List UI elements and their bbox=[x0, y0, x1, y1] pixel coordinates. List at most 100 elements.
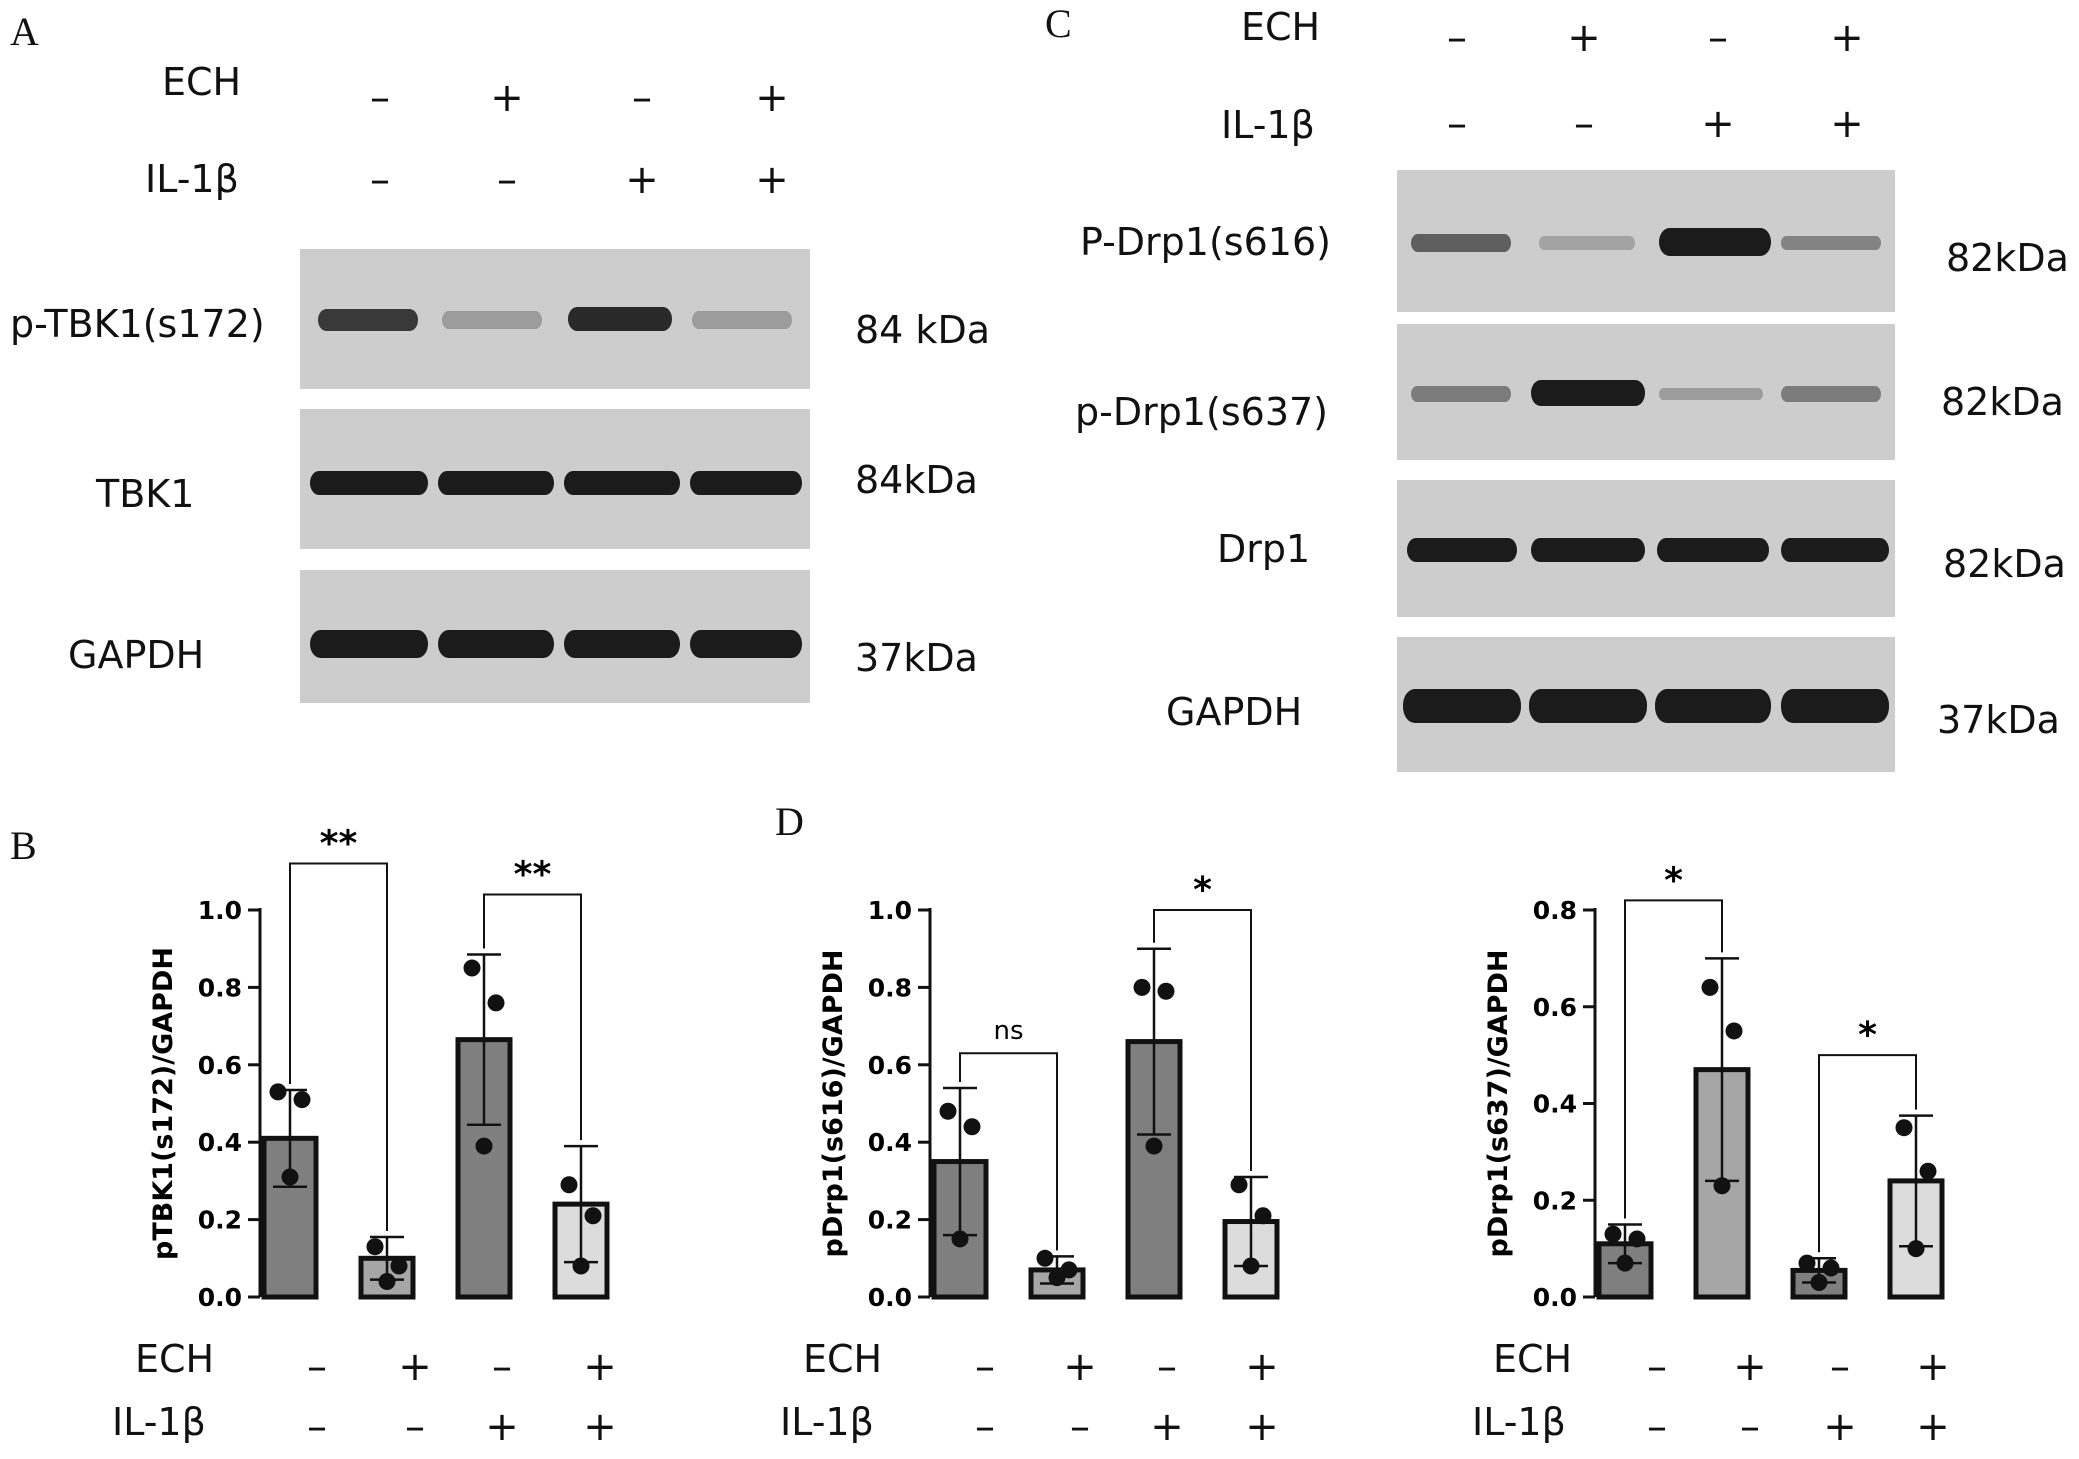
chart-b-il-sign: – bbox=[307, 1404, 327, 1450]
chart-d1-ech-sign: + bbox=[1245, 1344, 1279, 1390]
data-point bbox=[378, 1273, 396, 1291]
chart-d2-ech-sign: – bbox=[1647, 1344, 1667, 1390]
blot-band bbox=[1781, 689, 1889, 723]
blot-a-kda: 37kDa bbox=[855, 636, 978, 680]
data-point bbox=[1798, 1254, 1816, 1272]
significance-label: ** bbox=[320, 824, 358, 865]
chart-b-ech-sign: – bbox=[307, 1344, 327, 1390]
blot-c-kda: 82kDa bbox=[1943, 542, 2066, 586]
data-point bbox=[584, 1207, 602, 1225]
panel-letter-c: C bbox=[1045, 1, 1072, 46]
blot-a-strip-gapdh bbox=[300, 570, 810, 703]
blot-band bbox=[1411, 386, 1511, 402]
blot-band bbox=[1407, 538, 1517, 562]
blot-c-strip-pdrp1-s616 bbox=[1397, 170, 1895, 312]
blot-c-il-sign: – bbox=[1447, 101, 1467, 147]
blot-a-il-label: IL-1β bbox=[145, 157, 239, 201]
blot-band bbox=[692, 311, 792, 329]
chart-d1-il-label: IL-1β bbox=[780, 1400, 874, 1444]
chart-b-ech-sign: + bbox=[398, 1344, 432, 1390]
data-point bbox=[1145, 1137, 1163, 1155]
blot-band bbox=[568, 307, 672, 331]
blot-band bbox=[1403, 689, 1521, 723]
blot-band bbox=[310, 630, 428, 658]
blot-band bbox=[1411, 234, 1511, 252]
data-point bbox=[1604, 1225, 1622, 1243]
data-point bbox=[560, 1176, 578, 1194]
blot-c-strip-drp1 bbox=[1397, 480, 1895, 617]
chart-b-ech-label: ECH bbox=[135, 1337, 215, 1381]
data-point bbox=[963, 1118, 981, 1136]
chart-b-il-sign: + bbox=[485, 1404, 519, 1450]
y-tick-label: 0.0 bbox=[1533, 1283, 1577, 1312]
data-point bbox=[1810, 1273, 1828, 1291]
data-point bbox=[1628, 1230, 1646, 1248]
blot-a-kda: 84 kDa bbox=[855, 308, 990, 352]
y-axis-title: pTBK1(s172)/GAPDH bbox=[150, 947, 179, 1260]
blot-band bbox=[442, 311, 542, 329]
data-point bbox=[1254, 1207, 1272, 1225]
y-tick-label: 1.0 bbox=[868, 896, 912, 925]
y-tick-label: 0.2 bbox=[198, 1206, 242, 1235]
y-tick-label: 0.0 bbox=[868, 1283, 912, 1312]
blot-band bbox=[1659, 388, 1763, 400]
blot-c-il-sign: – bbox=[1574, 101, 1594, 147]
blot-c-strip-pdrp1-s637 bbox=[1397, 324, 1895, 460]
blot-band bbox=[310, 471, 428, 495]
blot-band bbox=[1781, 386, 1881, 402]
chart-d2-il-sign: – bbox=[1740, 1404, 1760, 1450]
significance-label: ** bbox=[514, 855, 552, 896]
blot-a-il-sign: – bbox=[497, 157, 517, 203]
blot-band bbox=[690, 630, 802, 658]
significance-label: ns bbox=[993, 1016, 1023, 1046]
blot-a-strip-ptbk1 bbox=[300, 249, 810, 389]
blot-band bbox=[1657, 538, 1769, 562]
chart-d1-il-sign: – bbox=[1070, 1404, 1090, 1450]
chart-d1-ech-sign: – bbox=[1157, 1344, 1177, 1390]
data-point bbox=[293, 1091, 311, 1109]
data-point bbox=[1157, 982, 1175, 1000]
blot-a-ech-label: ECH bbox=[162, 60, 242, 104]
y-tick-label: 0.0 bbox=[198, 1283, 242, 1312]
blot-a-il-sign: + bbox=[625, 157, 659, 203]
blot-band bbox=[1781, 236, 1881, 250]
data-point bbox=[281, 1168, 299, 1186]
y-tick-label: 0.8 bbox=[1533, 896, 1577, 925]
chart-d1-ech-sign: + bbox=[1063, 1344, 1097, 1390]
blot-a-ech-sign: + bbox=[490, 75, 524, 121]
chart-d2-il-sign: + bbox=[1823, 1404, 1857, 1450]
chart-b-ech-sign: – bbox=[492, 1344, 512, 1390]
data-point bbox=[1048, 1269, 1066, 1287]
blot-band bbox=[1781, 538, 1889, 562]
blot-band bbox=[438, 630, 554, 658]
blot-c-kda: 37kDa bbox=[1937, 698, 2060, 742]
blot-band bbox=[1655, 689, 1771, 723]
data-point bbox=[951, 1230, 969, 1248]
chart-b-ptbk1: 0.0 0.2 0.4 0.6 0.8 1.0 pTBK1(s172)/GAPDH ** ** bbox=[150, 824, 610, 1312]
blot-c-row-label: Drp1 bbox=[1217, 527, 1311, 571]
significance-bracket bbox=[483, 893, 582, 1141]
blot-c-row-label: P-Drp1(s616) bbox=[1080, 220, 1331, 264]
chart-d1-il-sign: + bbox=[1150, 1404, 1184, 1450]
chart-b-il-label: IL-1β bbox=[112, 1400, 206, 1444]
blot-a-strip-tbk1 bbox=[300, 409, 810, 549]
y-tick-label: 0.6 bbox=[868, 1051, 912, 1080]
blot-c-row-label: p-Drp1(s637) bbox=[1075, 390, 1328, 434]
blot-a-il-sign: – bbox=[370, 157, 390, 203]
chart-d2-il-sign: – bbox=[1647, 1404, 1667, 1450]
blot-a-ech-sign: + bbox=[755, 75, 789, 121]
y-tick-label: 0.2 bbox=[868, 1206, 912, 1235]
y-axis-title: pDrp1(s616)/GAPDH bbox=[820, 950, 849, 1258]
data-point bbox=[1230, 1176, 1248, 1194]
significance-bracket bbox=[959, 1052, 1058, 1251]
chart-d1-ech-sign: – bbox=[975, 1344, 995, 1390]
y-tick-label: 0.4 bbox=[1533, 1090, 1577, 1119]
blot-c-kda: 82kDa bbox=[1946, 236, 2069, 280]
panel-letter-a: A bbox=[10, 9, 39, 54]
blot-c-il-sign: + bbox=[1701, 101, 1735, 147]
blot-band bbox=[1531, 380, 1645, 406]
data-point bbox=[1725, 1022, 1743, 1040]
panel-letter-d: D bbox=[775, 799, 804, 844]
data-point bbox=[1242, 1257, 1260, 1275]
chart-b-ech-sign: + bbox=[583, 1344, 617, 1390]
